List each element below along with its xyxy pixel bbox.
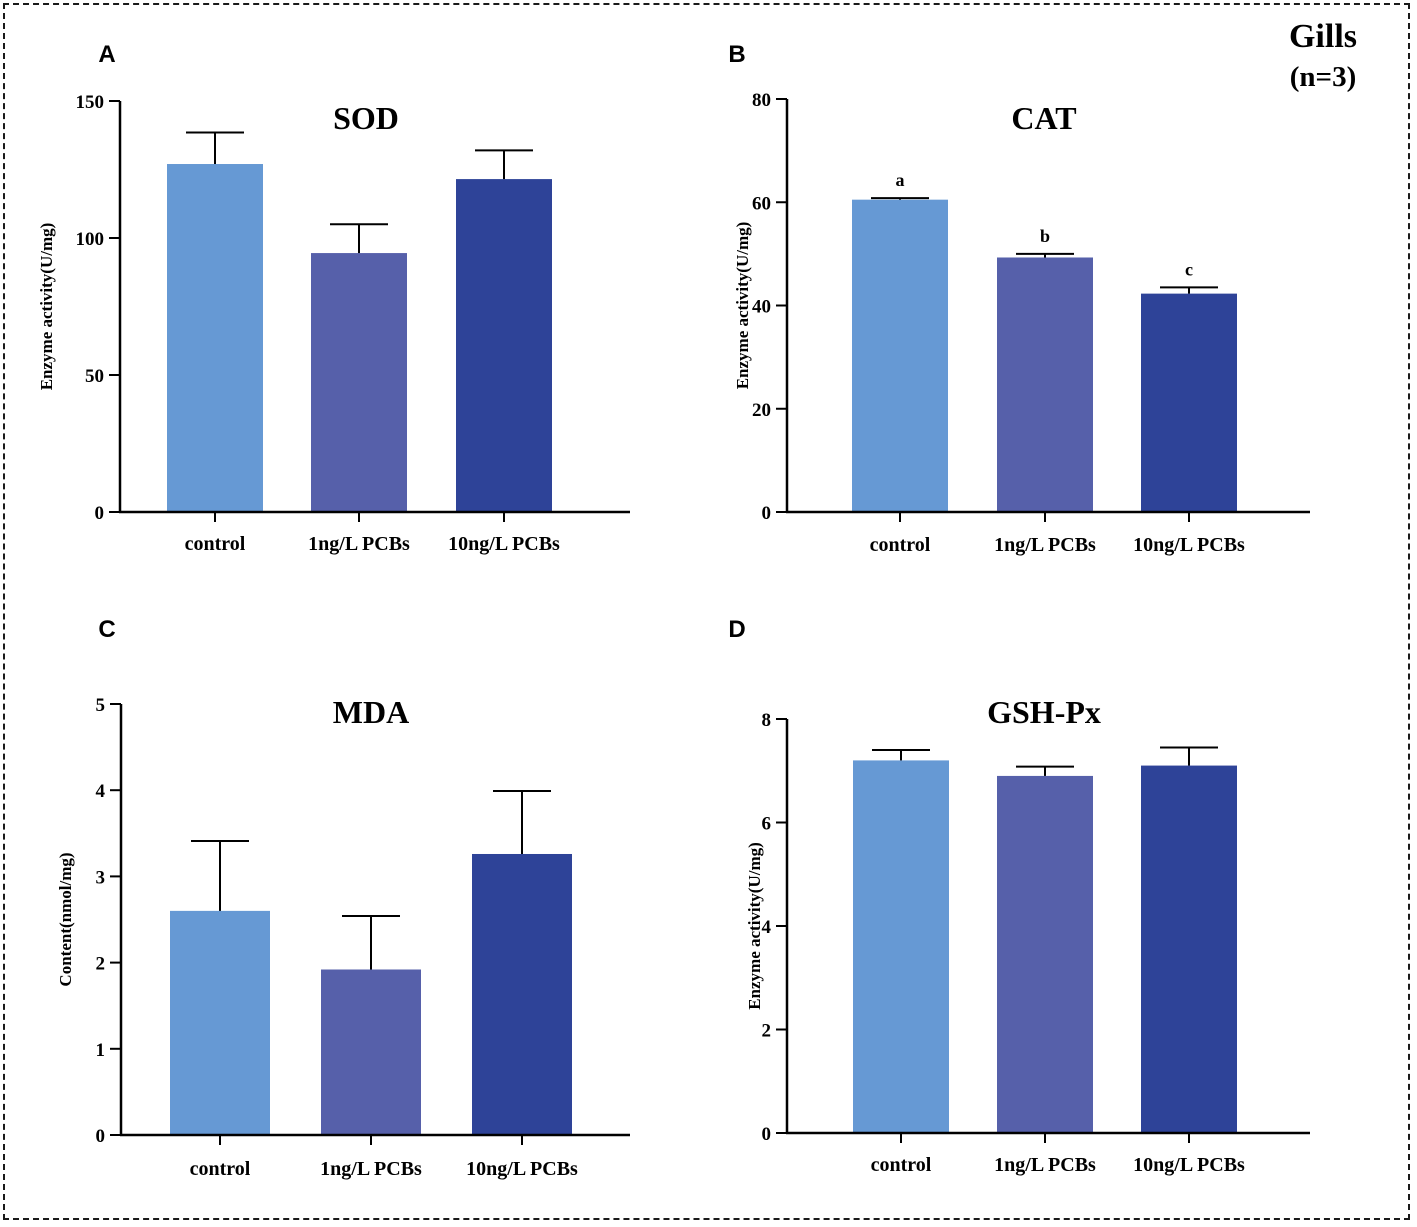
panel-a-y-tick-label: 0 xyxy=(95,503,105,524)
panel-a-bar xyxy=(311,253,407,512)
panel-d-x-tick-label: control xyxy=(871,1154,932,1176)
panel-b-y-tick-label: 20 xyxy=(752,400,771,421)
panel-c-y-tick-label: 3 xyxy=(96,867,106,888)
panel-d-x-tick-label: 10ng/L PCBs xyxy=(1133,1154,1245,1176)
panel-b-sig-label: b xyxy=(1040,226,1050,246)
panel-b-bar xyxy=(1141,293,1237,512)
panel-b-sig-label: c xyxy=(1185,259,1193,279)
panel-b-x-tick-label: control xyxy=(870,534,931,556)
panel-d-y-tick-label: 8 xyxy=(762,710,772,731)
panel-a-x-tick-label: 10ng/L PCBs xyxy=(448,533,560,555)
panel-c-x-tick-label: 10ng/L PCBs xyxy=(466,1158,578,1180)
panel-b-x-tick-label: 10ng/L PCBs xyxy=(1133,534,1245,556)
panel-c-x-tick-label: control xyxy=(190,1158,251,1180)
panel-a-x-tick-label: control xyxy=(185,533,246,555)
panel-b-title: CAT xyxy=(1011,100,1076,136)
panel-c-letter: C xyxy=(98,616,115,643)
panel-d-x-tick-label: 1ng/L PCBs xyxy=(994,1154,1096,1176)
panel-a-bar xyxy=(167,164,263,512)
panel-b-y-tick-label: 40 xyxy=(752,297,771,318)
panel-c-x-tick-label: 1ng/L PCBs xyxy=(320,1158,422,1180)
panel-a-title: SOD xyxy=(333,100,399,136)
panel-a-x-tick-label: 1ng/L PCBs xyxy=(308,533,410,555)
panel-c-y-tick-label: 1 xyxy=(96,1040,106,1061)
panel-c-y-tick-label: 0 xyxy=(96,1126,106,1147)
panel-c-bar xyxy=(321,969,421,1135)
panel-d-y-tick-label: 4 xyxy=(762,917,772,938)
panel-d-y-tick-label: 0 xyxy=(762,1124,772,1145)
figure-tissue-label: Gills xyxy=(1289,18,1357,55)
panel-a-y-tick-label: 100 xyxy=(76,229,105,250)
panel-d-bar xyxy=(997,775,1093,1133)
panel-d-letter: D xyxy=(728,616,745,643)
panel-b-letter: B xyxy=(728,41,745,68)
panel-b-x-tick-label: 1ng/L PCBs xyxy=(994,534,1096,556)
panel-d-bar xyxy=(853,760,949,1133)
panel-a-letter: A xyxy=(98,41,115,68)
panel-b-sig-label: a xyxy=(896,170,905,190)
panel-d-y-axis-label: Enzyme activity(U/mg) xyxy=(745,842,764,1010)
figure-sample-size: (n=3) xyxy=(1290,61,1356,93)
panel-c-y-tick-label: 2 xyxy=(96,954,106,975)
panel-c-bar xyxy=(472,853,572,1135)
panel-b-bar xyxy=(852,199,948,512)
panel-a-y-axis-label: Enzyme activity(U/mg) xyxy=(37,223,56,391)
panel-c-y-tick-label: 5 xyxy=(96,695,106,716)
panel-c-title: MDA xyxy=(333,694,409,730)
panel-c-y-tick-label: 4 xyxy=(96,781,106,802)
panel-d-bar xyxy=(1141,765,1237,1133)
panel-b-bar xyxy=(997,257,1093,512)
panel-c-bar xyxy=(170,910,270,1135)
panel-b-y-axis-label: Enzyme activity(U/mg) xyxy=(733,222,752,390)
panel-b-y-tick-label: 0 xyxy=(762,503,772,524)
panel-b-y-tick-label: 80 xyxy=(752,90,771,111)
panel-d-y-tick-label: 2 xyxy=(762,1021,772,1042)
figure-frame xyxy=(3,3,1410,1220)
panel-d-y-tick-label: 6 xyxy=(762,814,772,835)
panel-a-bar xyxy=(456,179,552,512)
panel-a-y-tick-label: 150 xyxy=(76,92,105,113)
panel-b-y-tick-label: 60 xyxy=(752,193,771,214)
panel-a-y-tick-label: 50 xyxy=(85,366,104,387)
panel-c-y-axis-label: Content(nmol/mg) xyxy=(56,852,75,986)
panel-d-title: GSH-Px xyxy=(987,694,1101,730)
